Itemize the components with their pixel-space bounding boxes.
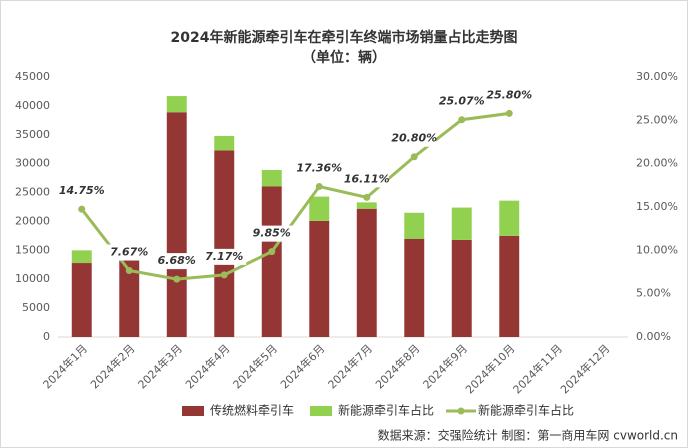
bar [309, 196, 330, 221]
y-tick-label: 10000 [15, 272, 50, 285]
y-tick-label: 40000 [15, 99, 50, 112]
chart-title: 2024年新能源牵引车在牵引车终端市场销量占比走势图 [171, 29, 518, 46]
bar [166, 96, 187, 113]
y2-tick-label: 20.00% [636, 157, 678, 170]
y2-tick-label: 10.00% [636, 243, 678, 256]
y-tick-label: 25000 [15, 186, 50, 199]
legend-label: 传统燃料牵引车 [210, 403, 294, 418]
value-label: 14.75% [59, 184, 105, 197]
line-point [220, 271, 228, 279]
bar [214, 135, 235, 151]
y-tick-label: 45000 [15, 70, 50, 83]
value-label: 17.36% [296, 162, 342, 175]
y2-tick-label: 30.00% [636, 70, 678, 83]
bar [71, 263, 92, 337]
bar [166, 112, 187, 337]
value-label: 25.07% [439, 95, 485, 108]
bar [309, 220, 330, 337]
bar [404, 238, 425, 337]
bar [499, 200, 520, 236]
value-label-bg [107, 244, 152, 261]
value-label-bg [344, 171, 389, 188]
line-point [173, 275, 181, 283]
source-note: 数据来源：交强险统计 制图：第一商用车网 cvworld.cn [378, 428, 678, 443]
value-label: 25.80% [486, 88, 532, 101]
value-label-bg [202, 248, 247, 265]
value-label-bg [439, 93, 484, 110]
bar [71, 250, 92, 264]
value-label-bg [392, 130, 437, 147]
legend-swatch [457, 407, 465, 415]
y-tick-label: 5000 [22, 301, 50, 314]
legend-swatch [182, 406, 204, 416]
value-label-bg [487, 87, 532, 104]
legend-label: 新能源牵引车占比 [338, 403, 434, 418]
bar [499, 235, 520, 337]
value-label: 7.17% [205, 250, 243, 263]
bar [451, 239, 472, 337]
y-tick-label: 35000 [15, 128, 50, 141]
y2-tick-label: 15.00% [636, 200, 678, 213]
legend-swatch [310, 406, 333, 416]
value-label-bg [59, 183, 104, 200]
line-point [268, 248, 276, 256]
value-label: 7.67% [110, 246, 148, 259]
bar [261, 186, 282, 337]
legend-label: 新能源牵引车占比 [478, 403, 574, 418]
line-point [363, 193, 371, 201]
value-label: 16.11% [344, 172, 390, 185]
chart-subtitle: （单位：辆） [302, 49, 386, 66]
bar [261, 170, 282, 187]
y-tick-label: 0 [43, 330, 50, 343]
value-label-bg [297, 160, 342, 177]
bar [451, 207, 472, 240]
value-label: 20.80% [391, 132, 437, 145]
value-label: 6.68% [158, 254, 196, 267]
value-label-bg [154, 253, 199, 270]
bar [119, 253, 140, 337]
bar [356, 202, 377, 209]
line-point [505, 109, 513, 117]
bar [404, 212, 425, 239]
y2-tick-label: 5.00% [636, 287, 671, 300]
y2-tick-label: 25.00% [636, 113, 678, 126]
y-tick-label: 20000 [15, 214, 50, 227]
value-label: 9.85% [253, 227, 291, 240]
line-point [125, 267, 133, 275]
bar [214, 150, 235, 337]
bar [356, 208, 377, 337]
value-label-bg [249, 225, 294, 242]
y-tick-label: 30000 [15, 157, 50, 170]
y-tick-label: 15000 [15, 243, 50, 256]
line-point [458, 116, 466, 124]
line [80, 111, 510, 281]
line-point [78, 205, 86, 213]
line-point [315, 183, 323, 191]
y2-tick-label: 0.00% [636, 330, 671, 343]
line-point [410, 153, 418, 161]
